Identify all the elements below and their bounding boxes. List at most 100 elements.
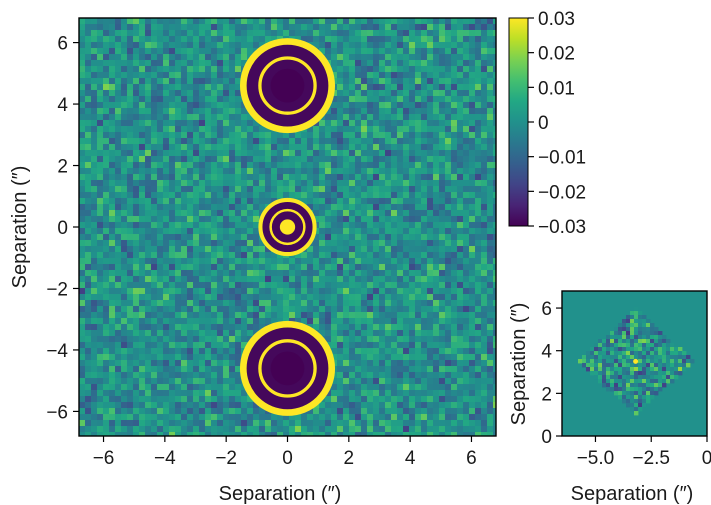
main-heatmap-cell: [289, 300, 296, 307]
main-heatmap-cell: [157, 282, 164, 289]
main-heatmap-cell: [223, 156, 230, 163]
main-heatmap-cell: [187, 222, 194, 229]
main-heatmap-cell: [427, 270, 434, 277]
main-heatmap-cell: [115, 18, 122, 25]
main-heatmap-cell: [259, 312, 266, 319]
main-heatmap-cell: [427, 186, 434, 193]
main-heatmap-cell: [295, 132, 302, 139]
main-heatmap-cell: [247, 18, 254, 25]
main-heatmap-cell: [139, 294, 146, 301]
main-heatmap-cell: [103, 318, 110, 325]
main-heatmap-cell: [187, 204, 194, 211]
main-heatmap-cell: [229, 402, 236, 409]
main-heatmap-cell: [217, 156, 224, 163]
main-heatmap-cell: [301, 420, 308, 427]
main-heatmap-cell: [439, 90, 446, 97]
main-heatmap-cell: [247, 306, 254, 313]
main-heatmap-cell: [403, 180, 410, 187]
main-heatmap-cell: [337, 408, 344, 415]
main-heatmap-cell: [115, 48, 122, 55]
main-heatmap-cell: [259, 282, 266, 289]
main-heatmap-cell: [229, 90, 236, 97]
main-heatmap-cell: [349, 378, 356, 385]
main-heatmap-cell: [145, 198, 152, 205]
main-heatmap-cell: [91, 60, 98, 67]
main-heatmap-cell: [331, 204, 338, 211]
main-heatmap-cell: [145, 336, 152, 343]
main-heatmap-cell: [163, 396, 170, 403]
main-heatmap-cell: [157, 372, 164, 379]
main-heatmap-cell: [445, 360, 452, 367]
main-heatmap-cell: [307, 36, 314, 43]
main-heatmap-cell: [337, 18, 344, 25]
main-heatmap-cell: [457, 252, 464, 259]
main-heatmap-cell: [229, 156, 236, 163]
main-heatmap-cell: [385, 396, 392, 403]
main-heatmap-cell: [463, 294, 470, 301]
main-heatmap-cell: [235, 90, 242, 97]
main-heatmap-cell: [127, 18, 134, 25]
main-heatmap-cell: [355, 366, 362, 373]
main-heatmap-cell: [403, 162, 410, 169]
main-heatmap-cell: [193, 234, 200, 241]
main-heatmap-cell: [199, 120, 206, 127]
main-heatmap-cell: [121, 210, 128, 217]
main-heatmap-cell: [289, 150, 296, 157]
main-heatmap-cell: [145, 72, 152, 79]
main-heatmap-cell: [349, 318, 356, 325]
main-heatmap-cell: [391, 414, 398, 421]
main-heatmap-cell: [415, 282, 422, 289]
main-heatmap-cell: [433, 294, 440, 301]
main-heatmap-cell: [385, 144, 392, 151]
main-heatmap-cell: [79, 102, 86, 109]
main-heatmap-cell: [373, 144, 380, 151]
main-heatmap-cell: [145, 222, 152, 229]
main-heatmap-cell: [247, 216, 254, 223]
main-heatmap-cell: [469, 174, 476, 181]
main-heatmap-cell: [283, 18, 290, 25]
main-heatmap-cell: [139, 270, 146, 277]
main-heatmap-cell: [307, 132, 314, 139]
main-heatmap-cell: [409, 168, 416, 175]
main-heatmap-cell: [379, 360, 386, 367]
main-heatmap-cell: [391, 258, 398, 265]
main-heatmap-cell: [241, 282, 248, 289]
main-heatmap-cell: [313, 132, 320, 139]
main-heatmap-cell: [169, 258, 176, 265]
main-heatmap-cell: [313, 432, 320, 436]
main-heatmap-cell: [169, 66, 176, 73]
main-heatmap-cell: [247, 432, 254, 436]
main-heatmap-cell: [103, 348, 110, 355]
main-heatmap-cell: [151, 312, 158, 319]
main-heatmap-cell: [283, 168, 290, 175]
main-heatmap-cell: [241, 414, 248, 421]
main-heatmap-cell: [487, 372, 494, 379]
main-heatmap-cell: [343, 360, 350, 367]
main-heatmap-cell: [151, 240, 158, 247]
main-heatmap-cell: [367, 90, 374, 97]
main-heatmap-cell: [457, 174, 464, 181]
main-heatmap-cell: [361, 162, 368, 169]
main-heatmap-cell: [337, 288, 344, 295]
main-heatmap-cell: [283, 30, 290, 37]
main-heatmap-cell: [235, 324, 242, 331]
main-heatmap-cell: [277, 24, 284, 31]
main-heatmap-cell: [487, 60, 494, 67]
main-heatmap-cell: [403, 198, 410, 205]
main-heatmap-cell: [163, 372, 170, 379]
main-heatmap-cell: [97, 246, 104, 253]
main-heatmap-cell: [253, 408, 260, 415]
main-heatmap-cell: [181, 378, 188, 385]
main-heatmap-cell: [481, 120, 488, 127]
main-heatmap-cell: [313, 192, 320, 199]
main-heatmap-cell: [85, 162, 92, 169]
main-heatmap-cell: [79, 246, 86, 253]
main-heatmap-cell: [85, 198, 92, 205]
main-heatmap-cell: [427, 426, 434, 433]
main-heatmap-cell: [223, 294, 230, 301]
main-heatmap-cell: [445, 150, 452, 157]
main-heatmap-cell: [259, 126, 266, 133]
main-heatmap-cell: [175, 264, 182, 271]
main-heatmap-cell: [373, 90, 380, 97]
main-heatmap-cell: [331, 234, 338, 241]
